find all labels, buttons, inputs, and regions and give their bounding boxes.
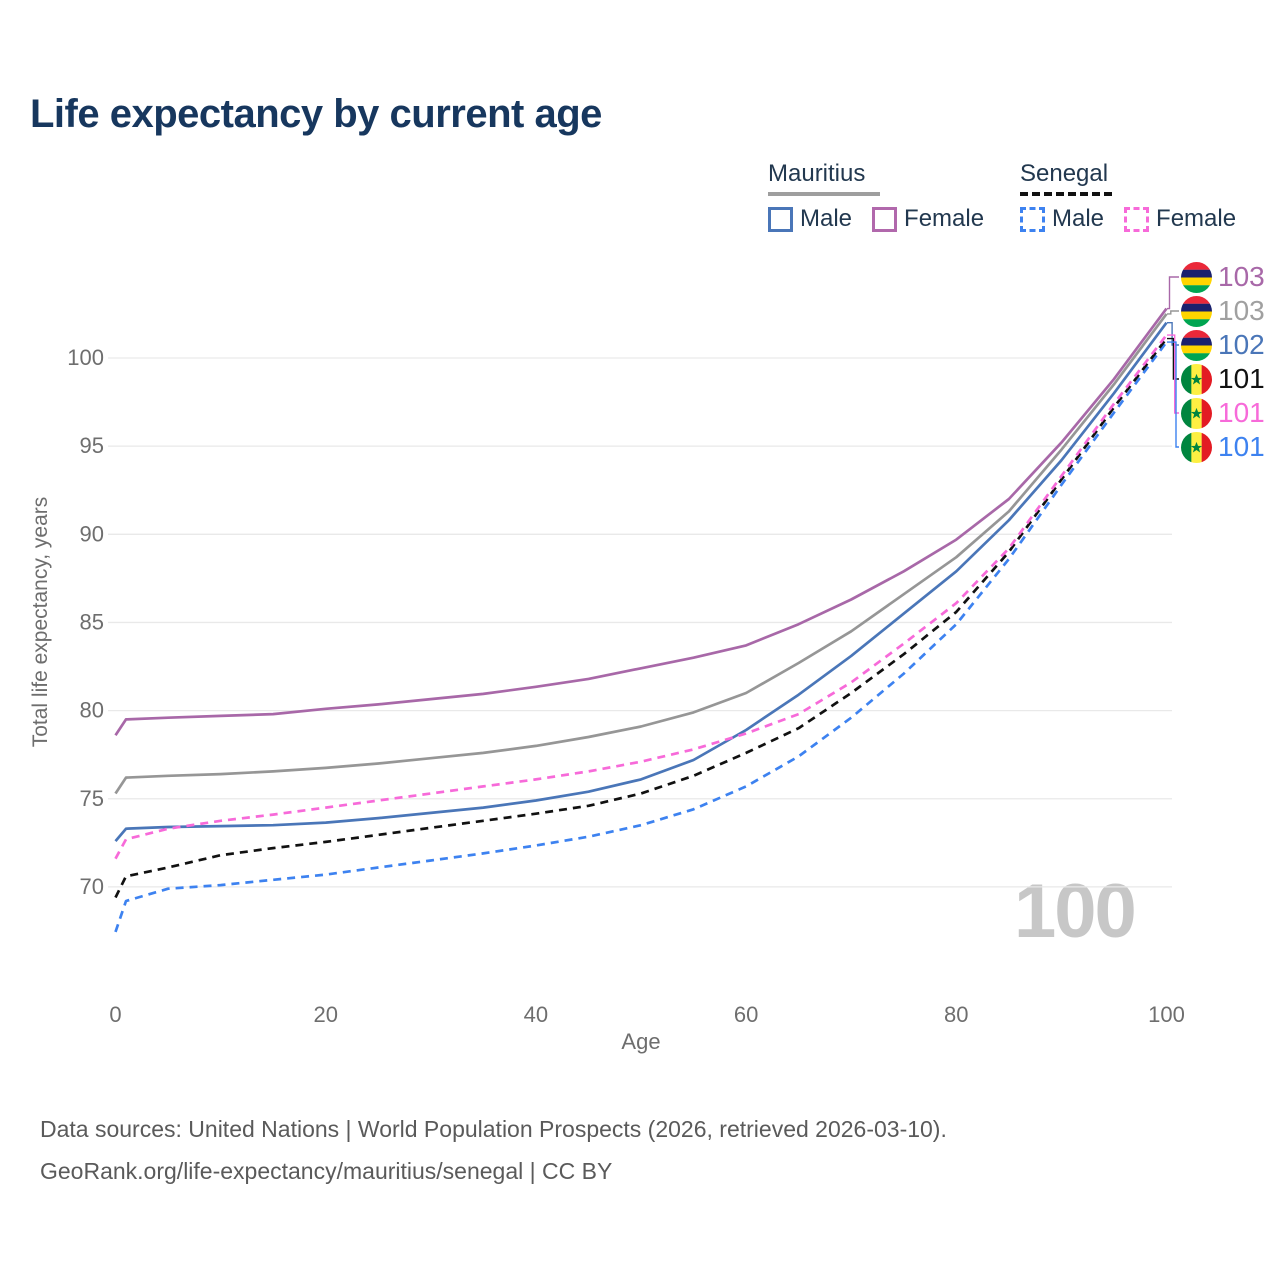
y-tick-label: 90 — [80, 521, 104, 546]
mauritius-flag-icon — [1181, 329, 1212, 361]
legend-item-mauritius-female[interactable]: Female — [872, 205, 984, 233]
end-label-value: 101 — [1218, 431, 1265, 462]
legend-label: Male — [1052, 205, 1105, 232]
footer: Data sources: United Nations | World Pop… — [40, 1108, 947, 1192]
legend-item-mauritius-male[interactable]: Male — [768, 205, 852, 233]
end-label-value: 101 — [1218, 397, 1265, 428]
end-label-value: 103 — [1218, 261, 1265, 292]
y-tick-label: 75 — [80, 786, 104, 811]
end-label-senegal-both: 101 — [1181, 363, 1265, 395]
x-tick-label: 100 — [1148, 1002, 1185, 1027]
mauritius-female-swatch-icon — [872, 206, 898, 232]
mauritius-male-swatch-icon — [768, 206, 793, 232]
end-label-senegal-male: 101 — [1181, 431, 1265, 463]
legend-item-senegal-female[interactable]: Female — [1124, 205, 1236, 233]
end-label-connector — [1167, 310, 1179, 315]
end-label-value: 102 — [1218, 329, 1265, 360]
series-line-senegal-both[interactable] — [114, 337, 1168, 899]
legend-group-senegal: Senegal Male Female — [1020, 160, 1236, 233]
series-line-mauritius-both[interactable] — [114, 313, 1168, 795]
y-tick-label: 80 — [80, 698, 104, 723]
end-label-value: 101 — [1218, 363, 1265, 394]
senegal-female-swatch-icon — [1124, 206, 1150, 232]
y-tick-label: 70 — [80, 874, 104, 899]
x-tick-label: 20 — [313, 1002, 337, 1027]
footer-attribution: GeoRank.org/life-expectancy/mauritius/se… — [40, 1158, 613, 1184]
chart-legend: Mauritius Male Female Senegal Male Femal… — [0, 160, 1280, 250]
series-line-mauritius-female[interactable] — [114, 307, 1168, 737]
legend-label: Female — [1156, 205, 1237, 232]
end-label-connector — [1167, 341, 1179, 448]
mauritius-solid-line-swatch — [768, 192, 880, 196]
x-tick-label: 40 — [524, 1002, 548, 1027]
end-label-connector — [1167, 334, 1179, 414]
legend-item-senegal-male[interactable]: Male — [1020, 205, 1104, 233]
end-label-connector — [1167, 276, 1179, 310]
age-counter-watermark: 100 — [1014, 869, 1137, 954]
mauritius-flag-icon — [1181, 261, 1212, 293]
senegal-flag-icon — [1181, 397, 1212, 429]
page-title: Life expectancy by current age — [30, 92, 602, 136]
y-tick-label: 100 — [67, 345, 104, 370]
y-axis-title: Total life expectancy, years — [29, 497, 52, 748]
end-label-senegal-female: 101 — [1181, 397, 1265, 429]
senegal-flag-icon — [1181, 363, 1212, 395]
y-tick-label: 85 — [80, 609, 104, 634]
footer-data-sources: Data sources: United Nations | World Pop… — [40, 1116, 947, 1142]
series-line-senegal-female[interactable] — [114, 334, 1168, 860]
senegal-dashed-line-swatch — [1020, 192, 1112, 196]
legend-label: Female — [904, 205, 985, 232]
x-tick-label: 60 — [734, 1002, 758, 1027]
end-label-mauritius-female: 103 — [1181, 261, 1265, 293]
legend-country-mauritius: Mauritius — [768, 160, 866, 187]
series-line-mauritius-male[interactable] — [114, 321, 1168, 842]
senegal-flag-icon — [1181, 431, 1212, 463]
x-tick-label: 80 — [944, 1002, 968, 1027]
y-tick-label: 95 — [80, 433, 104, 458]
end-label-mauritius-both: 103 — [1181, 295, 1265, 327]
senegal-male-swatch-icon — [1020, 206, 1045, 232]
legend-label: Male — [800, 205, 853, 232]
end-label-mauritius-male: 102 — [1181, 329, 1265, 361]
mauritius-flag-icon — [1181, 295, 1212, 327]
end-label-value: 103 — [1218, 295, 1265, 326]
x-axis-title: Age — [621, 1029, 660, 1054]
series-line-senegal-male[interactable] — [114, 341, 1168, 933]
x-tick-label: 0 — [109, 1002, 121, 1027]
legend-country-senegal: Senegal — [1020, 160, 1109, 187]
legend-group-mauritius: Mauritius Male Female — [768, 160, 984, 233]
